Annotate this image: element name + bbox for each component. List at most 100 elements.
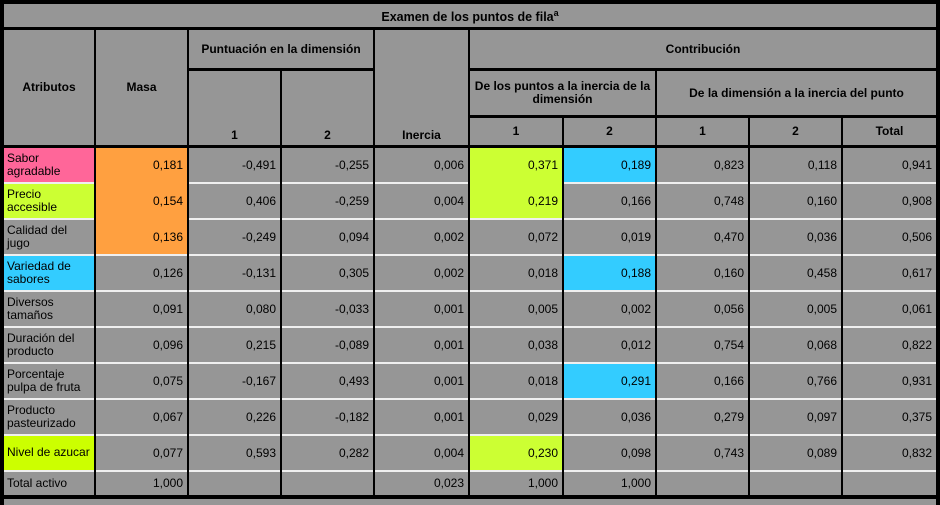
header-dims-row: 1 2 1 2 Total (2, 115, 939, 148)
table-title-row: Examen de los puntos de filaa (1, 1, 939, 30)
cell-masa: 1,000 (94, 469, 189, 497)
col-group-contrib-puntos: De los puntos a la inercia de la dimensi… (468, 68, 657, 118)
cell-inercia: 0,001 (373, 361, 470, 399)
cell-inercia: 0,002 (373, 253, 470, 291)
col-header-atributos: Atributos (1, 27, 96, 148)
cell-inercia: 0,002 (373, 217, 470, 255)
cell-score-dim1: 0,226 (187, 397, 282, 435)
row-label: Precio accesible (1, 181, 96, 219)
cell-score-dim2: -0,089 (280, 325, 375, 363)
table-row: Porcentaje pulpa de fruta 0,075 -0,167 0… (1, 361, 939, 399)
col-group-contrib-dimension: De la dimensión a la inercia del punto (655, 68, 939, 118)
cell-total: 0,832 (841, 433, 939, 471)
table-row: Producto pasteurizado 0,067 0,226 -0,182… (1, 397, 939, 435)
cell-masa: 0,136 (94, 217, 189, 255)
cell-contrib-point-dim2: 0,036 (562, 397, 657, 435)
cell-contrib-dim-point2: 0,160 (748, 181, 843, 219)
cell-inercia: 0,004 (373, 433, 470, 471)
table-row: Duración del producto 0,096 0,215 -0,089… (1, 325, 939, 363)
cell-contrib-dim-point2: 0,458 (748, 253, 843, 291)
table-row: Variedad de sabores 0,126 -0,131 0,305 0… (1, 253, 939, 291)
cell-contrib-point-dim2: 0,188 (562, 253, 657, 291)
cell-contrib-dim-point1: 0,056 (655, 289, 750, 327)
row-label: Producto pasteurizado (1, 397, 96, 435)
cell-score-dim1: 0,593 (187, 433, 282, 471)
cell-inercia: 0,006 (373, 145, 470, 183)
row-label: Sabor agradable (1, 145, 96, 183)
row-label: Variedad de sabores (1, 253, 96, 291)
cell-score-dim1: -0,131 (187, 253, 282, 291)
cell-total: 0,061 (841, 289, 939, 327)
col-group-contribucion: Contribución (468, 27, 939, 71)
cell-contrib-dim-point2 (748, 469, 843, 497)
cell-contrib-point-dim1: 1,000 (468, 469, 564, 497)
cell-total: 0,941 (841, 145, 939, 183)
cell-total (841, 469, 939, 497)
cell-contrib-point-dim2: 0,098 (562, 433, 657, 471)
row-label: Diversos tamaños (1, 289, 96, 327)
footnote-text: a. Normalización Simétrica (1, 494, 939, 505)
table-row: Calidad del jugo 0,136 -0,249 0,094 0,00… (1, 217, 939, 255)
col-header-inercia: Inercia (373, 27, 470, 148)
cell-score-dim1: 0,215 (187, 325, 282, 363)
cell-contrib-dim-point1: 0,823 (655, 145, 750, 183)
cell-contrib-point-dim1: 0,371 (468, 145, 564, 183)
cell-contrib-dim-point2: 0,068 (748, 325, 843, 363)
cell-contrib-dim-point2: 0,036 (748, 217, 843, 255)
cell-total: 0,931 (841, 361, 939, 399)
table-row: Total activo 1,000 0,023 1,000 1,000 (1, 469, 939, 497)
cell-contrib-dim-point1: 0,166 (655, 361, 750, 399)
col-header-cd-dim2: 2 (748, 115, 843, 148)
cell-inercia: 0,001 (373, 397, 470, 435)
cell-contrib-dim-point2: 0,097 (748, 397, 843, 435)
col-header-score-dim1: 1 (187, 68, 282, 148)
table-row: Precio accesible 0,154 0,406 -0,259 0,00… (1, 181, 939, 219)
cell-contrib-point-dim1: 0,230 (468, 433, 564, 471)
col-group-puntuacion: Puntuación en la dimensión (187, 27, 375, 71)
header-group-row: Atributos Masa Puntuación en la dimensió… (1, 27, 939, 148)
cell-contrib-point-dim1: 0,029 (468, 397, 564, 435)
cell-contrib-dim-point1: 0,754 (655, 325, 750, 363)
cell-masa: 0,181 (94, 145, 189, 183)
cell-contrib-point-dim2: 0,019 (562, 217, 657, 255)
col-header-masa: Masa (94, 27, 189, 148)
cell-contrib-dim-point1: 0,160 (655, 253, 750, 291)
cell-contrib-point-dim2: 0,189 (562, 145, 657, 183)
header-subgroup-row: 1 2 De los puntos a la inercia de la dim… (2, 68, 939, 148)
cell-masa: 0,091 (94, 289, 189, 327)
table-title: Examen de los puntos de filaa (1, 1, 939, 30)
cell-masa: 0,096 (94, 325, 189, 363)
cell-contrib-dim-point2: 0,089 (748, 433, 843, 471)
cell-score-dim2: -0,259 (280, 181, 375, 219)
cell-contrib-point-dim1: 0,219 (468, 181, 564, 219)
cell-contrib-dim-point1 (655, 469, 750, 497)
cell-score-dim2: -0,255 (280, 145, 375, 183)
row-label: Porcentaje pulpa de fruta (1, 361, 96, 399)
cell-inercia: 0,001 (373, 325, 470, 363)
table-row: Diversos tamaños 0,091 0,080 -0,033 0,00… (1, 289, 939, 327)
cell-score-dim1: -0,249 (187, 217, 282, 255)
col-header-score-dim2: 2 (280, 68, 375, 148)
cell-masa: 0,067 (94, 397, 189, 435)
cell-contrib-dim-point1: 0,748 (655, 181, 750, 219)
row-label: Duración del producto (1, 325, 96, 363)
cell-score-dim1: 0,406 (187, 181, 282, 219)
cell-contrib-dim-point2: 0,005 (748, 289, 843, 327)
cell-contrib-dim-point1: 0,743 (655, 433, 750, 471)
table-row: Sabor agradable 0,181 -0,491 -0,255 0,00… (1, 145, 939, 183)
table-title-text: Examen de los puntos de fila (381, 10, 554, 25)
cell-contrib-point-dim1: 0,018 (468, 361, 564, 399)
cell-total: 0,617 (841, 253, 939, 291)
cell-total: 0,822 (841, 325, 939, 363)
cell-inercia: 0,001 (373, 289, 470, 327)
col-header-total: Total (841, 115, 939, 148)
cell-score-dim2: 0,094 (280, 217, 375, 255)
cell-contrib-point-dim1: 0,005 (468, 289, 564, 327)
cell-score-dim2: -0,033 (280, 289, 375, 327)
cell-score-dim2: -0,182 (280, 397, 375, 435)
cell-contrib-point-dim2: 0,291 (562, 361, 657, 399)
cell-score-dim1: -0,491 (187, 145, 282, 183)
cell-contrib-point-dim2: 1,000 (562, 469, 657, 497)
